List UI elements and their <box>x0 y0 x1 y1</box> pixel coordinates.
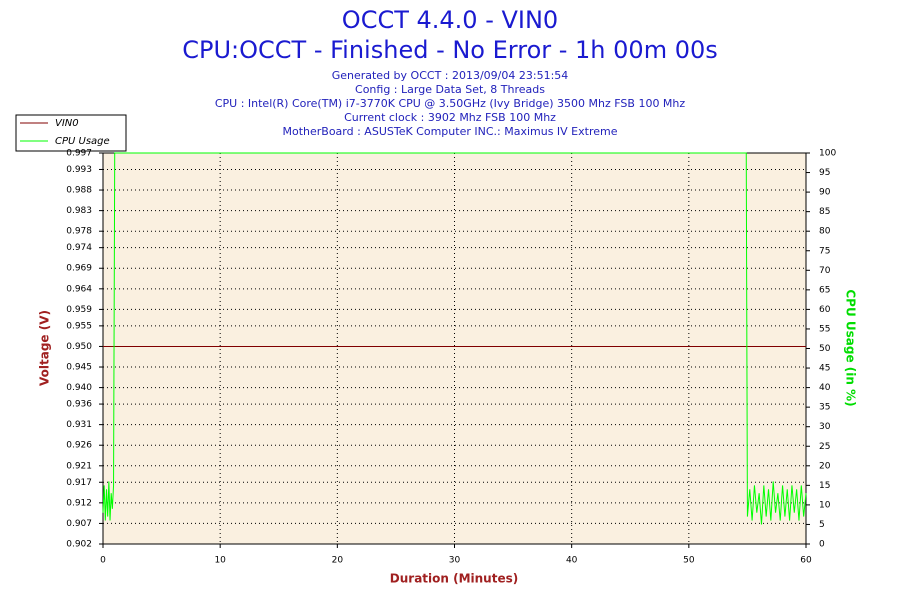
y2-tick-label: 65 <box>819 285 830 295</box>
y-tick-label: 0.983 <box>66 206 92 216</box>
y2-tick-label: 85 <box>819 207 830 217</box>
y-tick-label: 0.926 <box>66 441 92 451</box>
x-tick-label: 30 <box>449 556 461 566</box>
y2-tick-label: 20 <box>819 461 831 471</box>
y2-tick-label: 80 <box>819 227 831 237</box>
y-tick-label: 0.940 <box>66 383 92 393</box>
x-tick-label: 50 <box>683 556 695 566</box>
chart-title: OCCT 4.4.0 - VIN0 <box>342 6 558 34</box>
y-tick-label: 0.936 <box>66 400 92 410</box>
y-tick-label: 0.988 <box>66 186 92 196</box>
chart-subtitle: CPU:OCCT - Finished - No Error - 1h 00m … <box>182 36 718 64</box>
y2-tick-label: 75 <box>819 246 830 256</box>
y2-tick-label: 15 <box>819 481 830 491</box>
y-tick-label: 0.921 <box>66 461 92 471</box>
y2-tick-label: 55 <box>819 324 830 334</box>
y-tick-label: 0.907 <box>66 519 92 529</box>
x-tick-label: 10 <box>214 556 226 566</box>
info-line: Current clock : 3902 Mhz FSB 100 Mhz <box>344 111 556 124</box>
y2-tick-label: 100 <box>819 149 836 159</box>
y-tick-label: 0.945 <box>66 363 92 373</box>
x-tick-label: 0 <box>100 556 106 566</box>
legend <box>15 114 127 152</box>
info-line: MotherBoard : ASUSTeK Computer INC.: Max… <box>282 125 617 138</box>
y-tick-label: 0.955 <box>66 321 92 331</box>
y-tick-label: 0.959 <box>66 305 92 315</box>
y-tick-label: 0.993 <box>66 165 92 175</box>
y2-tick-label: 45 <box>819 364 830 374</box>
x-tick-label: 20 <box>332 556 344 566</box>
info-line: Config : Large Data Set, 8 Threads <box>355 83 545 96</box>
y-tick-label: 0.912 <box>66 498 92 508</box>
y2-tick-label: 30 <box>819 422 831 432</box>
y2-axis-label: CPU Usage (in %) <box>844 289 858 406</box>
y2-tick-label: 70 <box>819 266 831 276</box>
y-tick-label: 0.964 <box>66 284 92 294</box>
y-tick-label: 0.978 <box>66 227 92 237</box>
x-tick-label: 40 <box>566 556 578 566</box>
x-axis-label: Duration (Minutes) <box>390 572 518 586</box>
y-tick-label: 0.902 <box>66 540 92 550</box>
y-tick-label: 0.931 <box>66 420 92 430</box>
x-tick-label: 60 <box>800 556 812 566</box>
y2-tick-label: 60 <box>819 305 831 315</box>
y2-tick-label: 50 <box>819 344 831 354</box>
y-tick-label: 0.917 <box>66 478 92 488</box>
y2-tick-label: 0 <box>819 540 825 550</box>
y2-tick-label: 90 <box>819 188 831 198</box>
y-tick-label: 0.997 <box>66 149 92 159</box>
y-axis-label: Voltage (V) <box>38 310 52 386</box>
y2-tick-label: 35 <box>819 403 830 413</box>
y2-tick-label: 40 <box>819 383 831 393</box>
y2-tick-label: 5 <box>819 520 825 530</box>
plot-area <box>103 153 806 544</box>
info-line: Generated by OCCT : 2013/09/04 23:51:54 <box>332 69 569 82</box>
series-line <box>102 152 807 525</box>
y2-tick-label: 25 <box>819 442 830 452</box>
legend-label: VIN0 <box>55 118 79 129</box>
y-tick-label: 0.950 <box>66 342 92 352</box>
y-tick-label: 0.969 <box>66 264 92 274</box>
legend-label: CPU Usage <box>55 136 110 147</box>
y-tick-label: 0.974 <box>66 243 92 253</box>
y2-tick-label: 10 <box>819 500 831 510</box>
y2-tick-label: 95 <box>819 168 830 178</box>
info-line: CPU : Intel(R) Core(TM) i7-3770K CPU @ 3… <box>215 97 686 110</box>
